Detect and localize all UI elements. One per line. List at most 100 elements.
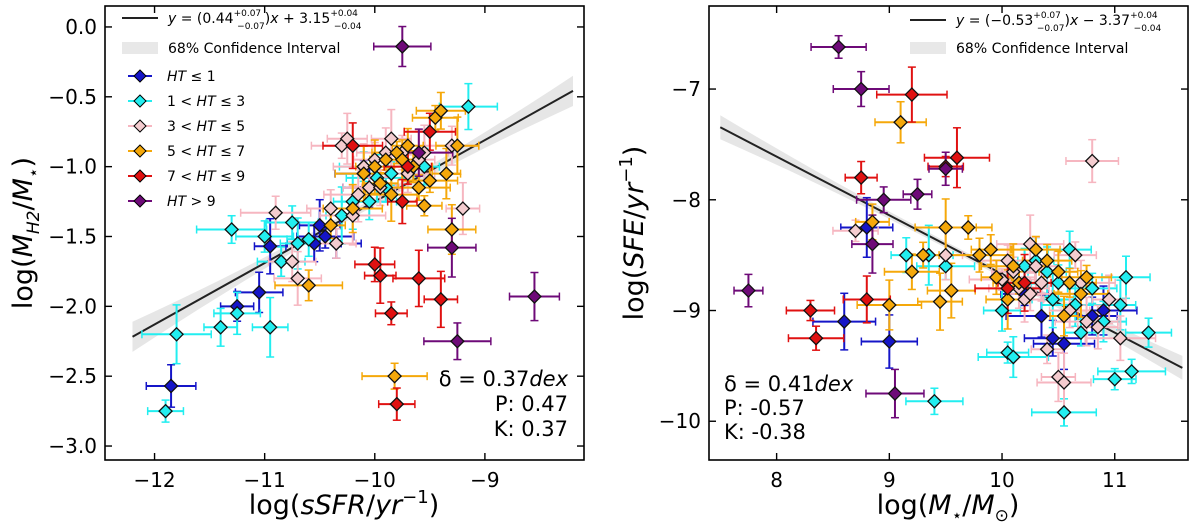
- legend-item-ht-5-7: 5 < HT ≤ 7: [128, 144, 245, 160]
- left-y-tick-label: −3.0: [48, 434, 97, 458]
- left-point-3-lt-ht-le-5: [328, 236, 344, 251]
- left-x-tick-label: −10: [354, 468, 396, 492]
- svg-text:3 < HT ≤ 5: 3 < HT ≤ 5: [167, 119, 245, 135]
- left-point-7-lt-ht-le-9: [422, 124, 438, 140]
- right-stat-kendall: K: -0.38: [724, 420, 806, 444]
- left-point-ht-gt-9: [394, 39, 410, 54]
- left-point-ht-le-1: [312, 217, 328, 233]
- left-panel: −12 −11 −10 −9 0.0 −0.5 −1.0 −1.5 −2.0 −2.5 −3.0 y…: [8, 5, 585, 521]
- left-point-3-lt-ht-le-5: [284, 254, 300, 270]
- right-point-ht-le-1: [881, 334, 897, 349]
- left-point-1-lt-ht-le-3: [301, 231, 317, 247]
- right-y-tick-label: −7: [672, 77, 701, 101]
- left-point-5-lt-ht-le-7: [416, 198, 432, 214]
- left-stat-kendall: K: 0.37: [494, 417, 568, 441]
- left-legend-ci-label: 68% Confidence Interval: [168, 41, 340, 57]
- right-x-tick-label: 11: [1102, 468, 1127, 492]
- left-point-ht-le-1: [262, 238, 278, 254]
- right-point-ht-le-1: [1034, 308, 1049, 324]
- left-point-1-lt-ht-le-3: [334, 208, 350, 223]
- right-point-5-lt-ht-le-7: [1039, 253, 1055, 269]
- right-point-5-lt-ht-le-7: [988, 269, 1004, 285]
- left-x-tick-label: −9: [470, 468, 499, 492]
- svg-text:5 < HT ≤ 7: 5 < HT ≤ 7: [167, 144, 245, 160]
- left-stats: δ = 0.37dex P: 0.47 K: 0.37: [439, 367, 569, 441]
- right-point-1-lt-ht-le-3: [1050, 275, 1066, 291]
- legend-item-ht-7-9: 7 < HT ≤ 9: [128, 169, 245, 185]
- right-point-3-lt-ht-le-5: [1028, 258, 1044, 274]
- left-point-1-lt-ht-le-3: [361, 194, 377, 209]
- left-point-1-lt-ht-le-3: [158, 403, 173, 419]
- left-y-tick-label: −1.5: [48, 224, 97, 248]
- left-legend-fit-label: y = (0.44+0.07 −0.07)x + 3.15+0.04 −0.04: [167, 9, 362, 32]
- left-x-tick-label: −12: [133, 468, 175, 492]
- left-point-ht-gt-9: [444, 240, 460, 256]
- left-stat-pearson: P: 0.47: [495, 392, 568, 416]
- right-point-ht-le-1: [836, 314, 852, 330]
- left-point-5-lt-ht-le-7: [367, 159, 383, 175]
- left-point-1-lt-ht-le-3: [284, 215, 300, 230]
- right-x-axis-label: log(M⋆/M⊙): [877, 490, 1020, 526]
- left-point-1-lt-ht-le-3: [169, 326, 184, 342]
- right-y-axis-label: log(SFE/yr−1): [616, 146, 650, 321]
- right-point-1-lt-ht-le-3: [1045, 292, 1061, 307]
- right-point-layer: [741, 39, 1156, 420]
- right-point-5-lt-ht-le-7: [972, 247, 987, 263]
- left-point-5-lt-ht-le-7: [387, 368, 403, 384]
- left-point-ht-le-1: [163, 378, 179, 394]
- right-legend: y = (−0.53+0.07 −0.07)x − 3.37+0.04 −0.04 …: [910, 11, 1162, 57]
- right-legend-ci-label: 68% Confidence Interval: [956, 41, 1128, 57]
- left-point-7-lt-ht-le-9: [372, 268, 388, 284]
- left-point-5-lt-ht-le-7: [422, 173, 438, 189]
- right-point-3-lt-ht-le-5: [1101, 292, 1117, 307]
- left-point-7-lt-ht-le-9: [411, 270, 427, 286]
- legend-item-ht-le-1: HT ≤ 1: [128, 69, 216, 85]
- left-point-7-lt-ht-le-9: [345, 138, 361, 154]
- right-point-5-lt-ht-le-7: [881, 297, 897, 313]
- svg-text:7 < HT ≤ 9: 7 < HT ≤ 9: [167, 169, 245, 185]
- left-error-bar-layer: [141, 25, 561, 423]
- left-y-tick-label: −2.5: [48, 364, 97, 388]
- left-point-7-lt-ht-le-9: [367, 257, 383, 272]
- right-point-1-lt-ht-le-3: [1039, 264, 1055, 280]
- left-point-7-lt-ht-le-9: [389, 396, 405, 412]
- right-point-1-lt-ht-le-3: [898, 247, 914, 263]
- right-point-7-lt-ht-le-9: [1017, 275, 1032, 291]
- right-point-7-lt-ht-le-9: [803, 303, 818, 318]
- left-error-bar-7-lt-ht-le-9: [377, 387, 416, 421]
- left-y-axis-label: log(MH2/M⋆): [8, 157, 44, 309]
- left-point-5-lt-ht-le-7: [378, 152, 394, 168]
- right-legend-fit-label: y = (−0.53+0.07 −0.07)x − 3.37+0.04 −0.04: [955, 11, 1162, 34]
- left-point-3-lt-ht-le-5: [323, 201, 339, 216]
- left-point-7-lt-ht-le-9: [400, 159, 416, 175]
- right-point-7-lt-ht-le-9: [853, 170, 869, 186]
- left-point-3-lt-ht-le-5: [383, 131, 399, 147]
- left-point-3-lt-ht-le-5: [455, 201, 471, 216]
- right-point-5-lt-ht-le-7: [983, 242, 999, 258]
- right-point-5-lt-ht-le-7: [1073, 286, 1089, 302]
- right-point-3-lt-ht-le-5: [1034, 275, 1049, 291]
- left-point-5-lt-ht-le-7: [356, 166, 372, 182]
- left-point-5-lt-ht-le-7: [323, 217, 339, 233]
- right-point-5-lt-ht-le-7: [1062, 275, 1078, 291]
- right-point-5-lt-ht-le-7: [1079, 269, 1094, 285]
- right-point-5-lt-ht-le-7: [1028, 242, 1044, 258]
- right-point-7-lt-ht-le-9: [949, 150, 965, 166]
- legend-item-ht-3-5: 3 < HT ≤ 5: [128, 119, 245, 135]
- right-point-3-lt-ht-le-5: [938, 247, 954, 263]
- right-stat-pearson: P: -0.57: [724, 396, 805, 420]
- right-point-3-lt-ht-le-5: [1079, 314, 1094, 330]
- right-point-1-lt-ht-le-3: [1005, 349, 1021, 365]
- right-point-5-lt-ht-le-7: [1005, 258, 1021, 274]
- right-x-tick-label: 9: [883, 468, 896, 492]
- right-point-3-lt-ht-le-5: [848, 223, 863, 239]
- right-panel: 8 9 10 11 −7 −8 −9 −10 y = (−0.53+0.07 −0.07)x −…: [616, 5, 1189, 526]
- left-x-tick-label: −11: [244, 468, 286, 492]
- left-point-3-lt-ht-le-5: [350, 187, 366, 203]
- right-y-tick-label: −9: [672, 299, 701, 323]
- right-point-ht-gt-9: [938, 161, 954, 177]
- left-point-ht-gt-9: [527, 289, 542, 304]
- left-point-1-lt-ht-le-3: [383, 166, 399, 182]
- left-point-1-lt-ht-le-3: [229, 305, 245, 321]
